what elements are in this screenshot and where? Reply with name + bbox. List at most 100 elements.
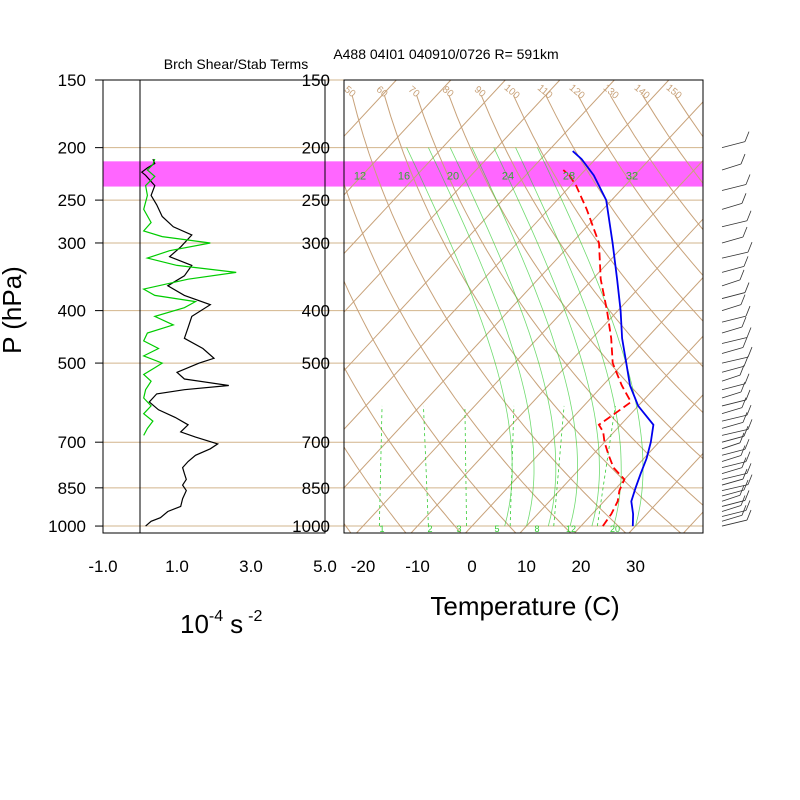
wind-barb-shaft xyxy=(721,399,747,407)
wind-barb-shaft xyxy=(721,505,742,512)
wind-barb-shaft xyxy=(721,292,746,299)
wind-barb-flag xyxy=(742,226,748,238)
wind-barb xyxy=(721,282,750,299)
right-series-group xyxy=(562,150,655,527)
wind-barb xyxy=(721,500,751,517)
wind-barb-shaft xyxy=(721,510,747,517)
right-x-tick-label: 30 xyxy=(626,557,645,576)
wind-barb-shaft xyxy=(721,473,748,480)
wind-barb-shaft xyxy=(721,494,741,502)
mixing-ratio-label: 12 xyxy=(566,524,576,534)
wind-barb xyxy=(721,256,749,273)
wind-barb xyxy=(721,451,751,469)
moist-adiabat xyxy=(493,147,600,527)
right-panel-frame xyxy=(343,79,704,534)
moist-adiabat-label: 24 xyxy=(502,170,514,182)
isotherm xyxy=(344,80,670,431)
wind-barb-shaft xyxy=(721,141,746,149)
units-seconds-exponent: -2 xyxy=(248,608,262,625)
wind-barb-shaft xyxy=(721,478,744,486)
wind-barb-shaft xyxy=(721,184,747,191)
dry-adiabat xyxy=(609,94,703,231)
temperature-profile xyxy=(572,150,655,527)
left-y-tick-label: 700 xyxy=(58,433,86,452)
isotherm xyxy=(574,394,703,533)
mixing-ratio-line xyxy=(464,405,467,527)
left-y-tick-label: 300 xyxy=(58,234,86,253)
wind-barb-flag xyxy=(740,294,746,305)
wind-barb-shaft xyxy=(721,163,742,171)
wind-barb-flag xyxy=(742,337,748,348)
wind-barb-flag xyxy=(744,490,750,501)
data-layer xyxy=(140,150,655,527)
wind-barb-shaft xyxy=(721,442,741,450)
right-y-tick-label: 850 xyxy=(302,479,330,498)
left-y-tick-label: 150 xyxy=(58,71,86,90)
wind-barb xyxy=(721,210,752,228)
dry-adiabat-label: 140 xyxy=(632,83,652,102)
isotherm xyxy=(519,335,703,533)
right-chart-title: A488 04I01 040910/0726 R= 591km xyxy=(333,46,558,62)
x-axis-label: Temperature (C) xyxy=(430,591,619,621)
left-y-tick-label: 400 xyxy=(58,302,86,321)
moist-adiabat xyxy=(428,147,535,527)
mixing-ratio-line xyxy=(423,405,429,527)
wind-barb-layer xyxy=(721,131,753,527)
wind-barb-flag xyxy=(747,419,753,430)
wind-barb xyxy=(721,463,752,480)
mixing-ratio-label: 5 xyxy=(494,524,499,534)
right-y-tick-label: 400 xyxy=(302,302,330,321)
isotherm xyxy=(344,80,452,196)
grid-layer xyxy=(103,79,800,533)
wind-barb xyxy=(721,337,748,354)
isotherm xyxy=(344,80,561,313)
wind-barb xyxy=(721,505,747,522)
wind-barb-shaft xyxy=(721,383,746,391)
wind-barb-shaft xyxy=(721,374,741,382)
wind-barb-flag xyxy=(747,474,753,485)
dry-adiabat xyxy=(480,95,703,414)
isotherm xyxy=(738,80,800,533)
wind-barb-shaft xyxy=(721,251,749,259)
wind-barb-flag xyxy=(745,389,751,401)
wind-barb-shaft xyxy=(721,428,749,436)
moist-adiabat xyxy=(471,147,578,527)
wind-barb-shaft xyxy=(721,500,746,507)
wind-barb-shaft xyxy=(721,304,742,311)
left-x-tick-label: 1.0 xyxy=(165,557,189,576)
dry-adiabat xyxy=(674,94,703,138)
wind-barb-flag xyxy=(740,495,746,506)
left-x-tick-label: -1.0 xyxy=(88,557,117,576)
mixing-ratio-line xyxy=(509,405,515,527)
wind-barb-flag xyxy=(739,269,745,280)
isotherm xyxy=(628,452,703,533)
dry-adiabat-label: 90 xyxy=(472,84,488,100)
left-chart-title: Brch Shear/Stab Terms xyxy=(164,56,308,72)
dry-adiabat xyxy=(344,446,407,533)
moist-adiabat-label: 32 xyxy=(626,170,638,182)
mixing-ratio-label: 2 xyxy=(427,524,432,534)
wind-barb-shaft xyxy=(721,279,741,287)
wind-barb-shaft xyxy=(721,519,748,527)
wind-barb-flag xyxy=(745,500,751,511)
wind-barb xyxy=(721,490,750,507)
dry-adiabat-label: 150 xyxy=(664,83,684,102)
wind-barb-shaft xyxy=(721,347,744,354)
wind-barb-flag xyxy=(743,256,749,267)
wind-barb xyxy=(721,412,748,429)
wind-barb xyxy=(721,509,752,527)
wind-barb-flag xyxy=(744,373,750,384)
dry-adiabat-label: 100 xyxy=(502,83,522,102)
wind-barb-shaft xyxy=(721,356,749,364)
skewt-grid xyxy=(344,80,800,533)
dry-adiabat xyxy=(707,95,800,533)
wind-barb xyxy=(721,241,753,259)
right-y-tick-label: 700 xyxy=(302,433,330,452)
wind-barb xyxy=(721,445,746,462)
moist-adiabat xyxy=(449,147,557,527)
wind-barb-flag xyxy=(740,445,746,456)
left-panel-frame xyxy=(102,79,326,534)
wind-barb-shaft xyxy=(721,435,745,443)
